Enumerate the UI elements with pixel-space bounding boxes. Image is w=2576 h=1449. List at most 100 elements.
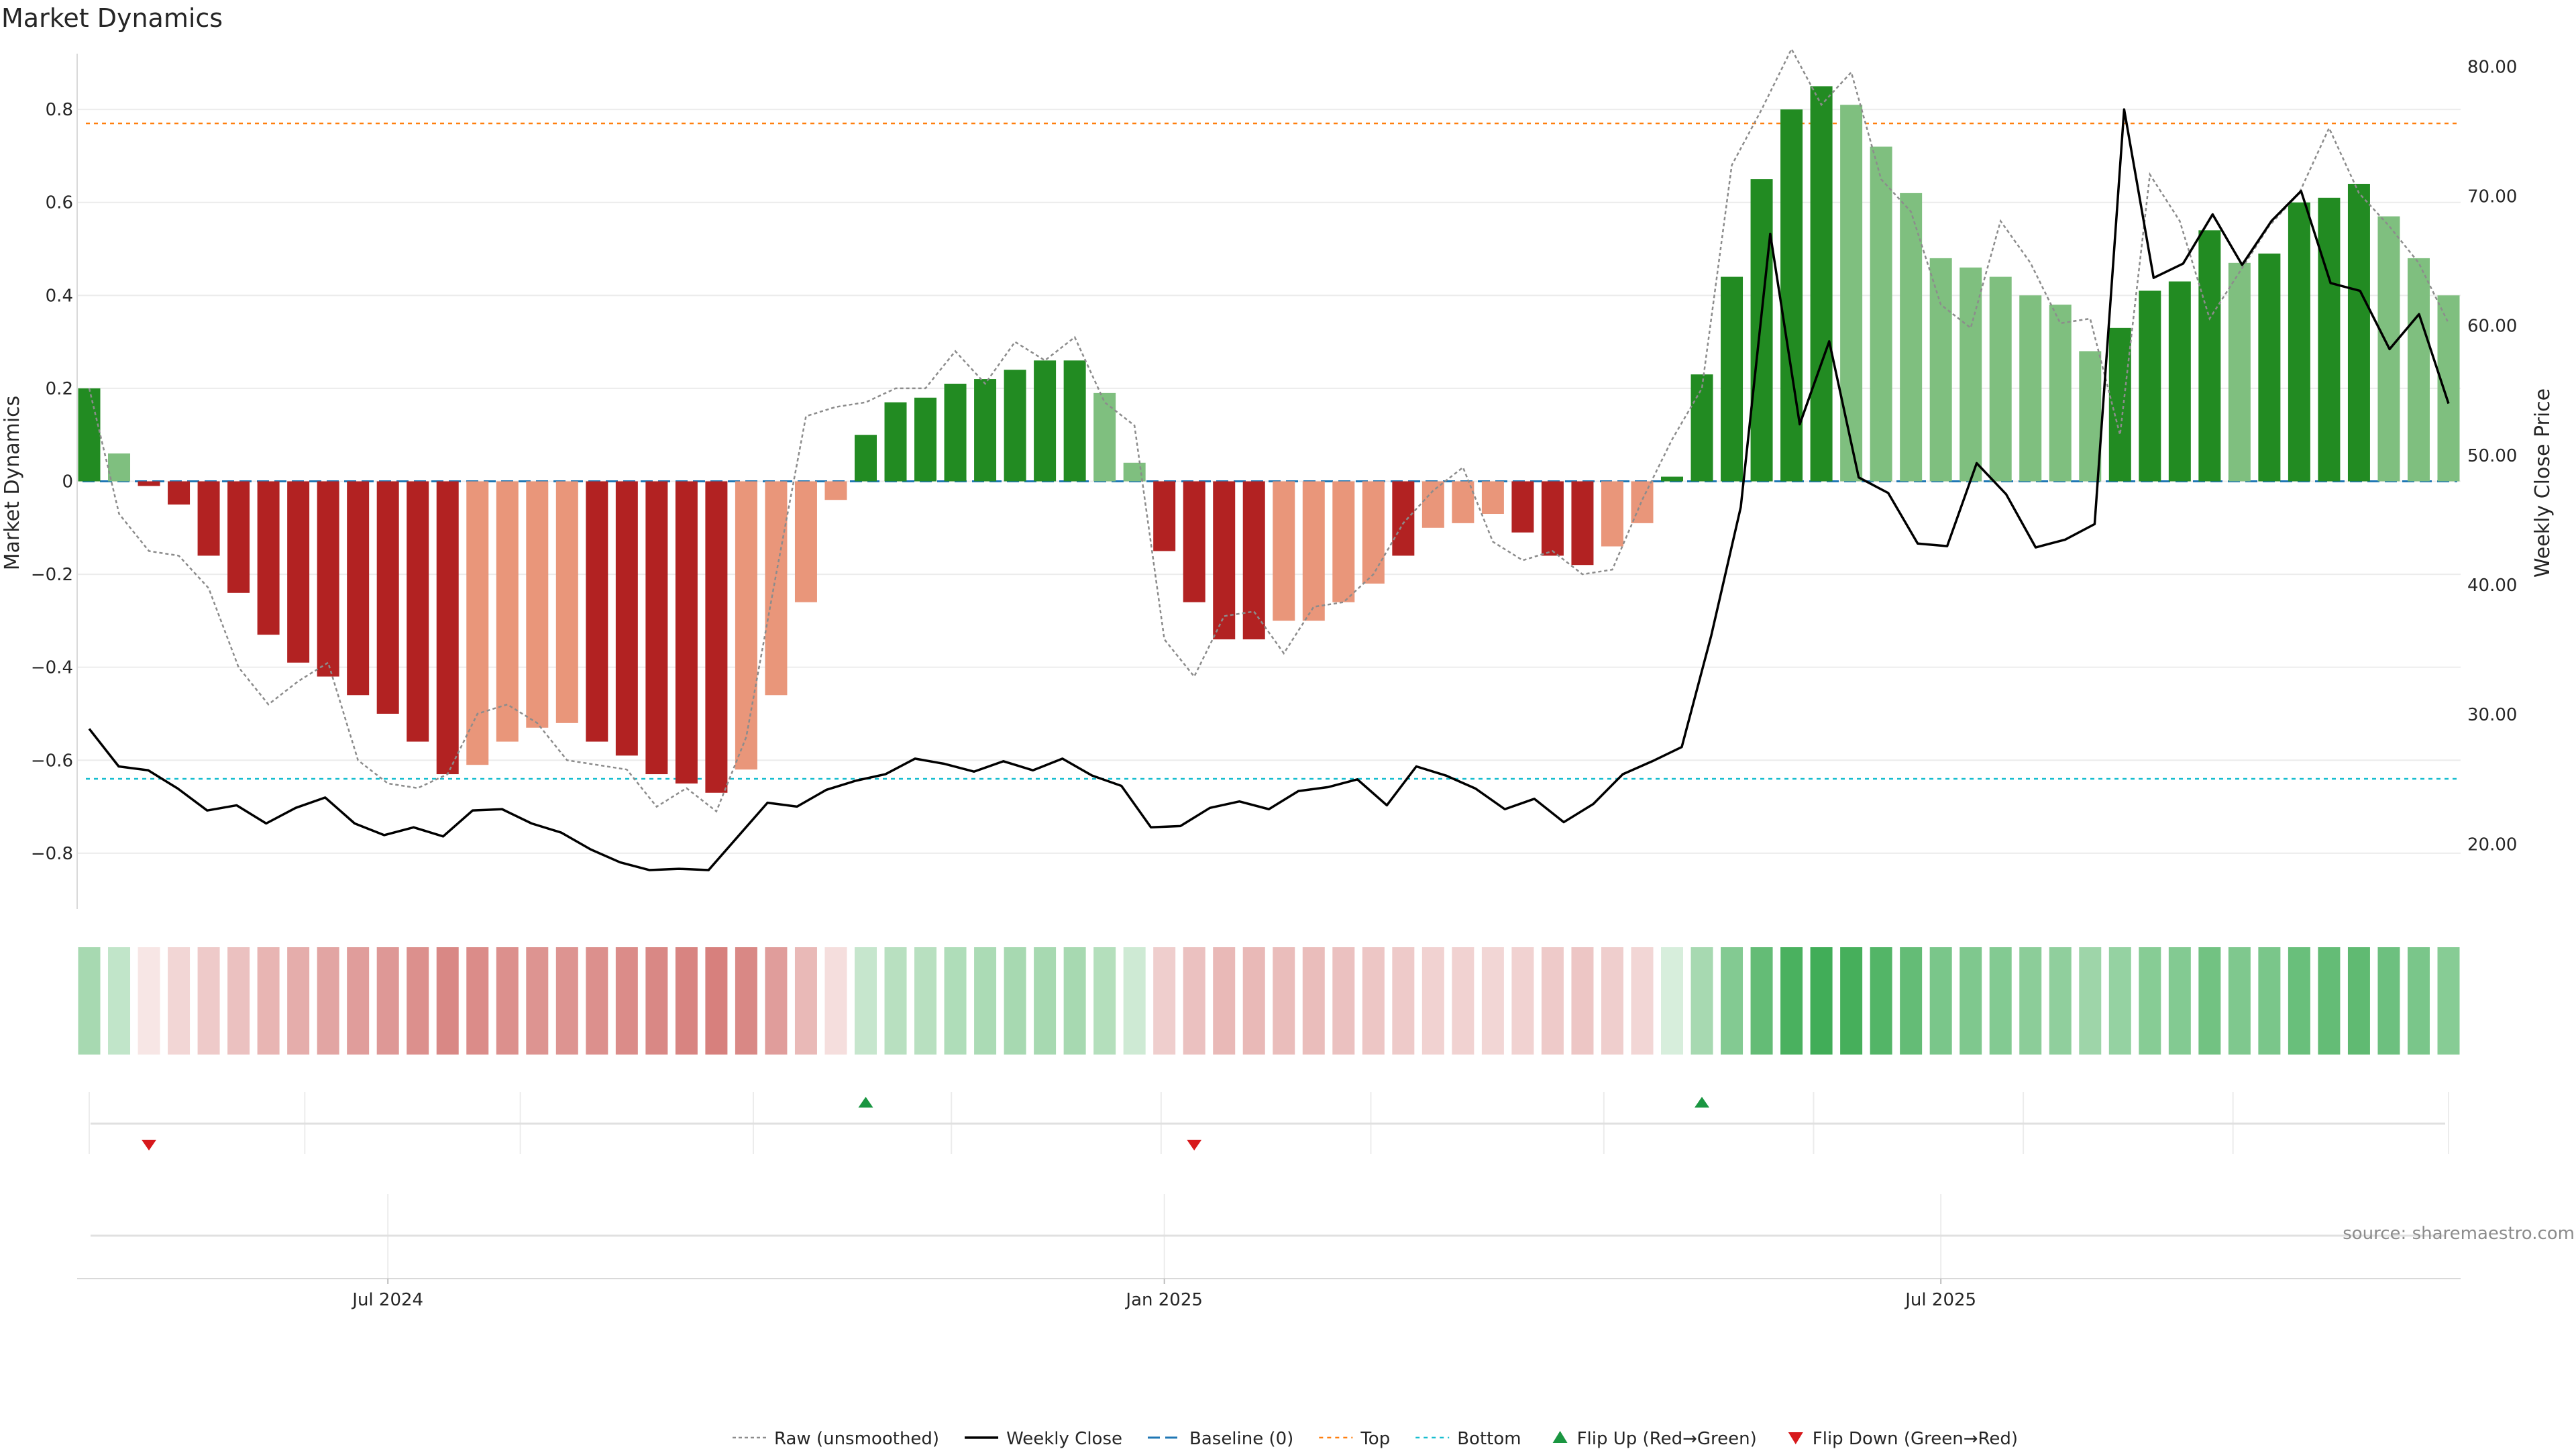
strip-cell: [466, 947, 489, 1055]
bar: [1123, 462, 1146, 482]
y-tick-label: 0.8: [46, 100, 73, 120]
strip-cell: [615, 947, 638, 1055]
legend-label-top: Top: [1360, 1429, 1390, 1449]
strip-cell: [2228, 947, 2251, 1055]
bar: [1421, 481, 1444, 528]
strip-cell: [347, 947, 370, 1055]
bar: [1213, 481, 1236, 640]
bar: [2288, 202, 2310, 482]
strip-cell: [884, 947, 907, 1055]
y2-tick-label: 70.00: [2467, 187, 2517, 207]
bar: [1541, 481, 1564, 556]
y-tick-label: 0.4: [46, 286, 73, 306]
bar: [1810, 86, 1833, 482]
bar: [407, 481, 429, 742]
bar: [586, 481, 608, 742]
strip-cell: [138, 947, 160, 1055]
strip-cell: [1721, 947, 1743, 1055]
y-tick-label: −0.4: [31, 658, 73, 678]
bar: [317, 481, 339, 677]
strip-cell: [2258, 947, 2281, 1055]
bar: [794, 481, 817, 602]
bar: [555, 481, 578, 723]
bar-series: [78, 86, 2460, 793]
bar: [1960, 267, 1982, 482]
bar: [1153, 481, 1176, 551]
source-note: source: sharemaestro.com: [2343, 1224, 2575, 1244]
bar: [1840, 105, 1863, 482]
y2-tick-label: 60.00: [2467, 317, 2517, 337]
bar: [347, 481, 370, 696]
bar: [376, 481, 399, 714]
strip-cell: [1004, 947, 1026, 1055]
bar: [1929, 258, 1952, 482]
strip-cell: [2318, 947, 2341, 1055]
bar: [526, 481, 549, 728]
bar: [1392, 481, 1415, 556]
strip-cell: [376, 947, 399, 1055]
strip-cell: [1273, 947, 1295, 1055]
strip-cell: [1183, 947, 1205, 1055]
y2-tick-label: 50.00: [2467, 446, 2517, 466]
bar: [1481, 481, 1504, 515]
strip-cell: [1511, 947, 1534, 1055]
bar: [2049, 305, 2072, 482]
strip-cell: [168, 947, 191, 1055]
bar: [824, 481, 847, 500]
bar: [1302, 481, 1325, 621]
flip-up-marker: [1695, 1097, 1710, 1108]
bar: [1721, 276, 1743, 482]
strip-cell: [765, 947, 788, 1055]
strip-cell: [2168, 947, 2191, 1055]
strip-cell: [2139, 947, 2161, 1055]
strip-cell: [2079, 947, 2102, 1055]
strip-cell: [526, 947, 549, 1055]
bar: [1989, 276, 2012, 482]
strip-cell: [287, 947, 310, 1055]
strip-cell: [1541, 947, 1564, 1055]
y2-tick-label: 80.00: [2467, 57, 2517, 77]
strip-cell: [1213, 947, 1236, 1055]
strip-cell: [436, 947, 459, 1055]
x-axis: Jul 2024 Jan 2025 Jul 2025: [77, 1278, 2461, 1310]
legend-flip-down-swatch: [1788, 1432, 1803, 1444]
strip-cell: [1392, 947, 1415, 1055]
x-tick-label: Jul 2025: [1904, 1290, 1976, 1310]
flip-down-marker: [142, 1140, 157, 1150]
strip-cell: [1421, 947, 1444, 1055]
intensity-strip: [78, 947, 2460, 1055]
bar: [1571, 481, 1594, 566]
bar: [197, 481, 220, 556]
strip-cell: [824, 947, 847, 1055]
bar: [287, 481, 310, 663]
bar: [1750, 179, 1773, 482]
strip-cell: [1900, 947, 1923, 1055]
bar: [2168, 281, 2191, 482]
bar: [1273, 481, 1295, 621]
strip-cell: [1332, 947, 1355, 1055]
x-tick-label: Jan 2025: [1124, 1290, 1203, 1310]
legend-flip-up-swatch: [1552, 1431, 1568, 1443]
y-axis-label: Market Dynamics: [1, 396, 24, 571]
strip-cell: [1661, 947, 1684, 1055]
bar: [2437, 295, 2460, 482]
bar: [615, 481, 638, 756]
flip-down-marker: [1187, 1140, 1202, 1150]
bar: [1690, 374, 1713, 482]
bar: [1034, 360, 1057, 482]
bar: [2108, 327, 2131, 482]
strip-cell: [257, 947, 280, 1055]
strip-cell: [496, 947, 519, 1055]
bar: [1780, 109, 1803, 482]
bar: [2198, 230, 2221, 482]
strip-cell: [586, 947, 608, 1055]
bar: [765, 481, 788, 696]
bar: [854, 435, 877, 482]
bar: [914, 397, 937, 482]
bar: [466, 481, 489, 765]
strip-cell: [854, 947, 877, 1055]
bar: [735, 481, 757, 770]
strip-cell: [555, 947, 578, 1055]
y2-tick-label: 30.00: [2467, 705, 2517, 725]
